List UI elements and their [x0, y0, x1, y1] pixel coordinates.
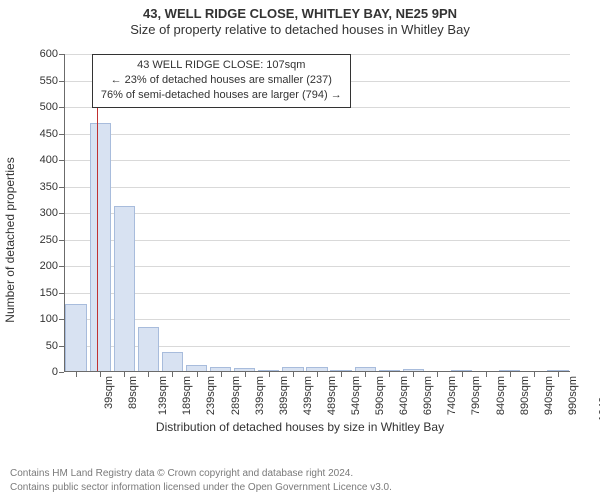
y-gridline [64, 240, 570, 241]
x-tick-mark [486, 372, 487, 377]
y-tick-mark [59, 266, 64, 267]
histogram-bar [114, 206, 135, 372]
y-tick-label: 300 [40, 207, 58, 219]
chart-title-address: 43, WELL RIDGE CLOSE, WHITLEY BAY, NE25 … [0, 6, 600, 22]
x-tick-mark [124, 372, 125, 377]
x-tick-mark [317, 372, 318, 377]
y-tick-label: 600 [40, 48, 58, 60]
x-tick-label: 439sqm [302, 376, 314, 415]
x-tick-mark [245, 372, 246, 377]
x-tick-label: 790sqm [471, 376, 483, 415]
y-tick-label: 250 [40, 234, 58, 246]
x-tick-label: 690sqm [422, 376, 434, 415]
x-tick-mark [462, 372, 463, 377]
footer-attribution: Contains HM Land Registry data © Crown c… [10, 467, 392, 494]
x-tick-label: 339sqm [254, 376, 266, 415]
x-tick-mark [437, 372, 438, 377]
y-tick-mark [59, 319, 64, 320]
x-tick-mark [197, 372, 198, 377]
x-tick-mark [389, 372, 390, 377]
x-tick-mark [558, 372, 559, 377]
x-tick-mark [293, 372, 294, 377]
y-gridline [64, 134, 570, 135]
y-axis-label: Number of detached properties [3, 157, 17, 322]
y-gridline [64, 293, 570, 294]
x-tick-mark [341, 372, 342, 377]
y-tick-label: 500 [40, 101, 58, 113]
y-gridline [64, 213, 570, 214]
histogram-bar [138, 327, 159, 372]
x-tick-mark [269, 372, 270, 377]
x-tick-label: 540sqm [350, 376, 362, 415]
x-tick-label: 940sqm [543, 376, 555, 415]
chart-title-subtitle: Size of property relative to detached ho… [0, 22, 600, 38]
histogram-bar [65, 304, 86, 372]
x-tick-label: 489sqm [326, 376, 338, 415]
histogram-bar [162, 352, 183, 372]
y-tick-mark [59, 372, 64, 373]
x-tick-mark [172, 372, 173, 377]
footer-line-1: Contains HM Land Registry data © Crown c… [10, 467, 392, 481]
annotation-line: 43 WELL RIDGE CLOSE: 107sqm [101, 58, 342, 73]
x-tick-label: 189sqm [181, 376, 193, 415]
chart-container: Number of detached properties 0501001502… [0, 42, 600, 438]
plot-area: 05010015020025030035040045050055060039sq… [64, 54, 570, 372]
y-gridline [64, 319, 570, 320]
y-tick-mark [59, 240, 64, 241]
y-tick-mark [59, 213, 64, 214]
y-tick-label: 50 [46, 340, 58, 352]
x-tick-label: 89sqm [127, 376, 139, 409]
x-tick-mark [148, 372, 149, 377]
annotation-line: ← 23% of detached houses are smaller (23… [101, 73, 342, 88]
annotation-box: 43 WELL RIDGE CLOSE: 107sqm← 23% of deta… [92, 54, 351, 108]
histogram-bar [90, 123, 111, 372]
y-tick-mark [59, 81, 64, 82]
x-tick-mark [76, 372, 77, 377]
x-tick-label: 840sqm [495, 376, 507, 415]
x-tick-label: 990sqm [567, 376, 579, 415]
chart-title-block: 43, WELL RIDGE CLOSE, WHITLEY BAY, NE25 … [0, 0, 600, 39]
x-tick-label: 39sqm [103, 376, 115, 409]
y-gridline [64, 266, 570, 267]
y-tick-mark [59, 346, 64, 347]
x-tick-mark [510, 372, 511, 377]
y-gridline [64, 160, 570, 161]
y-tick-label: 0 [52, 366, 58, 378]
histogram-bar [186, 365, 207, 372]
x-tick-mark [534, 372, 535, 377]
x-tick-label: 139sqm [157, 376, 169, 415]
x-tick-mark [100, 372, 101, 377]
x-tick-label: 740sqm [447, 376, 459, 415]
x-axis-label: Distribution of detached houses by size … [0, 420, 600, 434]
y-tick-mark [59, 160, 64, 161]
annotation-line: 76% of semi-detached houses are larger (… [101, 88, 342, 103]
x-tick-label: 289sqm [230, 376, 242, 415]
y-gridline [64, 187, 570, 188]
x-tick-label: 640sqm [398, 376, 410, 415]
x-tick-label: 389sqm [278, 376, 290, 415]
x-tick-mark [221, 372, 222, 377]
footer-line-2: Contains public sector information licen… [10, 481, 392, 495]
x-tick-mark [413, 372, 414, 377]
y-tick-label: 550 [40, 75, 58, 87]
x-tick-label: 239sqm [206, 376, 218, 415]
y-tick-mark [59, 107, 64, 108]
y-tick-label: 400 [40, 154, 58, 166]
x-tick-label: 590sqm [374, 376, 386, 415]
y-tick-label: 450 [40, 128, 58, 140]
y-tick-mark [59, 134, 64, 135]
y-tick-label: 150 [40, 287, 58, 299]
y-tick-mark [59, 54, 64, 55]
y-tick-mark [59, 293, 64, 294]
x-tick-mark [365, 372, 366, 377]
y-tick-mark [59, 187, 64, 188]
y-tick-label: 200 [40, 260, 58, 272]
y-tick-label: 100 [40, 313, 58, 325]
y-tick-label: 350 [40, 181, 58, 193]
x-tick-label: 890sqm [519, 376, 531, 415]
